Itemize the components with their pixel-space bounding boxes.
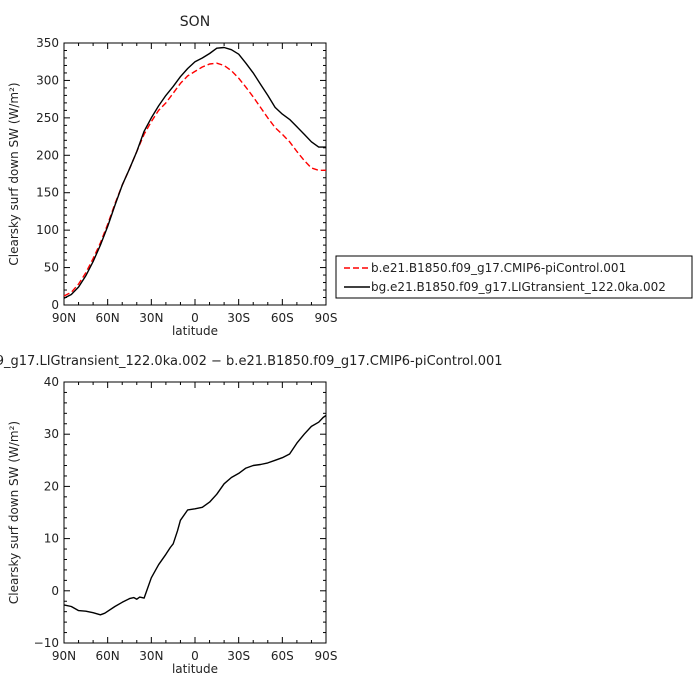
bottom-x-tick-label: 90N	[52, 649, 76, 663]
legend-label-2: bg.e21.B1850.f09_g17.LIGtransient_122.0k…	[371, 280, 666, 294]
top-y-tick-label: 250	[36, 111, 59, 125]
bottom-y-axis-label: Clearsky surf down SW (W/m²)	[7, 421, 21, 604]
top-x-tick-label: 30N	[139, 311, 163, 325]
bottom-y-tick-label: 0	[51, 584, 59, 598]
bottom-x-tick-label: 30N	[139, 649, 163, 663]
top-x-tick-label: 60S	[271, 311, 294, 325]
bottom-x-axis-label: latitude	[172, 662, 218, 676]
top-series-line-1	[63, 62, 326, 297]
bottom-plot-frame	[63, 381, 327, 644]
top-plot-frame	[63, 42, 327, 306]
top-x-tick-label: 90S	[315, 311, 338, 325]
legend-box	[335, 255, 693, 299]
bottom-y-tick-label: 40	[44, 375, 59, 389]
bottom-series-line-1	[63, 414, 327, 616]
bottom-chart-title: bg.e21.B1850.f09_g17.LIGtransient_122.0k…	[0, 354, 503, 369]
bottom-y-tick-label: 20	[44, 479, 59, 493]
top-chart-title: SON	[180, 14, 210, 30]
bottom-x-tick-label: 30S	[227, 649, 250, 663]
top-series-line-2	[63, 46, 326, 299]
top-y-tick-label: 100	[36, 223, 59, 237]
bottom-x-tick-label: 60N	[96, 649, 120, 663]
top-x-tick-label: 90N	[52, 311, 76, 325]
top-panel: 90N 60N 30N 0 30S 60S 90S 0 50 100 150 200 250 300 350…	[7, 14, 693, 338]
bottom-y-tick-label: 10	[44, 532, 59, 546]
top-x-axis-label: latitude	[172, 324, 218, 338]
legend-label-1: b.e21.B1850.f09_g17.CMIP6-piControl.001	[371, 261, 626, 275]
top-y-tick-label: 0	[51, 298, 59, 312]
top-y-tick-label: 150	[36, 186, 59, 200]
top-x-tick-label: 30S	[227, 311, 250, 325]
legend: b.e21.B1850.f09_g17.CMIP6-piControl.001b…	[335, 255, 693, 299]
top-x-tick-label: 60N	[96, 311, 120, 325]
top-y-tick-label: 300	[36, 73, 59, 87]
top-y-tick-label: 350	[36, 36, 59, 50]
bottom-y-tick-label: −10	[34, 636, 59, 650]
bottom-y-tick-label: 30	[44, 427, 59, 441]
bottom-panel: 90N 60N 30N 0 30S 60S 90S −10 0 10 20 30 40 bg.e21.B1…	[0, 354, 503, 676]
top-y-axis-label: Clearsky surf down SW (W/m²)	[7, 82, 21, 265]
bottom-x-tick-label: 90S	[315, 649, 338, 663]
top-y-tick-label: 50	[44, 261, 59, 275]
top-x-tick-label: 0	[191, 311, 199, 325]
bottom-x-tick-label: 60S	[271, 649, 294, 663]
top-y-tick-label: 200	[36, 148, 59, 162]
bottom-x-tick-label: 0	[191, 649, 199, 663]
